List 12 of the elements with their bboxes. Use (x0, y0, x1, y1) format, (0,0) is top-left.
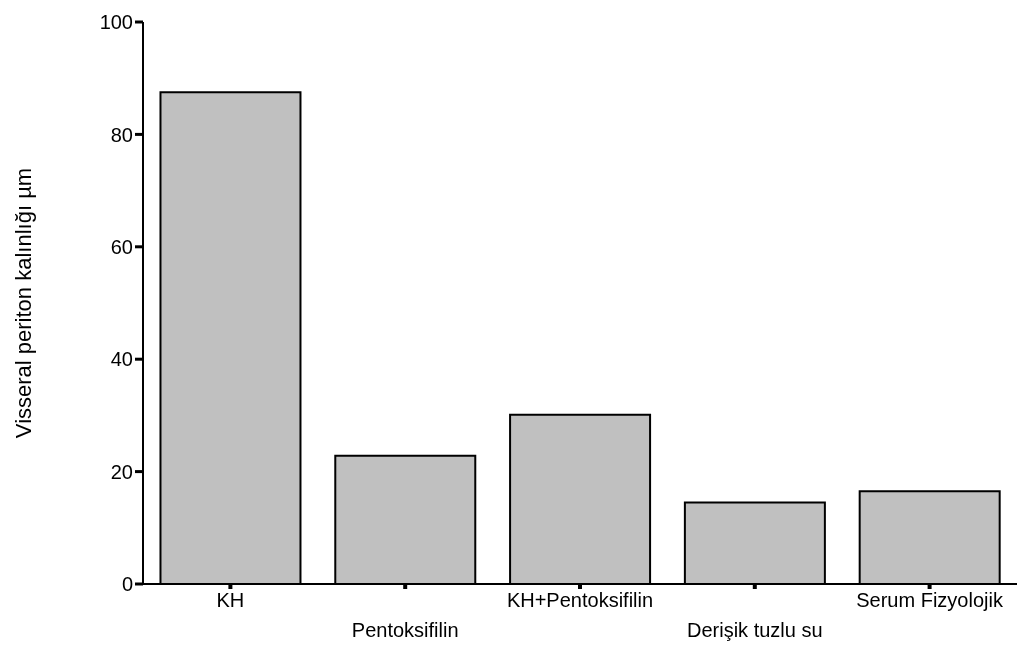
x-tick-label: Pentoksifilin (351, 619, 459, 641)
y-tick-label: 80 (110, 123, 133, 146)
y-tick-label: 20 (110, 460, 133, 483)
y-tick-label: 100 (99, 11, 133, 34)
y-tick-label: 40 (110, 348, 133, 371)
x-tick-label: KH+Pentoksifilin (506, 589, 654, 611)
x-tick-label: Derişik tuzlu su (687, 619, 823, 641)
x-tick-label: KH (216, 589, 245, 611)
y-axis-title: Visseral periton kalınlığı µm (10, 167, 36, 439)
y-tick-label: 60 (110, 235, 133, 258)
y-tick-label: 0 (121, 573, 133, 596)
x-tick-label: Serum Fizyolojik (856, 589, 1004, 611)
